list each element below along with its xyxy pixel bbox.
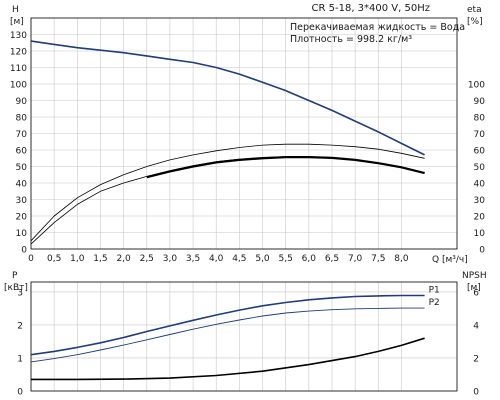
x-tick-label: 7,5 [371,254,385,264]
y-tick-label-p: 0 [17,388,23,398]
y-tick-label-eta: 10 [474,229,486,239]
left-axis-unit-h: [м] [10,17,24,27]
y-tick-label-p: 2 [17,321,23,331]
plot-frame [30,281,458,392]
efficiency-lower-curve [30,156,425,245]
y-tick-label-eta: 90 [474,97,486,107]
y-tick-label-h: 110 [10,64,27,74]
y-tick-label-p: 3 [17,288,23,298]
y-tick-label-h: 80 [16,114,28,124]
x-tick-label: 5,5 [279,254,293,264]
x-tick-label: 8,0 [394,254,409,264]
x-tick-label: 2,5 [140,254,154,264]
power-curve-p1 [30,294,425,356]
y-tick-label-eta: 80 [474,114,486,124]
x-tick-label: 1,0 [70,254,85,264]
y-tick-label-eta: 0 [479,246,485,256]
x-tick-label: 3,5 [186,254,200,264]
y-tick-label-eta: 40 [474,180,486,190]
y-tick-label-h: 90 [16,97,28,107]
power-curve-p2 [30,307,425,363]
x-tick-label: 6,5 [325,254,339,264]
chart-title: CR 5-18, 3*400 V, 50Hz [312,3,430,14]
right-axis-label-npsh: NPSH [462,271,487,281]
efficiency-duty-curve [146,156,425,179]
y-tick-label-npsh: 6 [473,288,479,298]
y-tick-label-eta: 100 [468,81,485,91]
left-axis-unit-p: [кВт] [4,283,28,293]
y-tick-label-h: 120 [10,48,27,58]
x-tick-label: 4,0 [209,254,224,264]
y-tick-label-h: 100 [10,81,27,91]
y-tick-label-eta: 30 [474,196,486,206]
npsh-curve [31,337,425,381]
annotation-liquid: Перекачиваемая жидкость = Вода [290,22,465,33]
y-tick-label-npsh: 4 [473,321,479,331]
y-tick-label-h: 40 [16,180,28,190]
y-tick-label-eta: 50 [474,163,486,173]
y-tick-label-h: 0 [21,246,27,256]
y-tick-label-h: 30 [16,196,28,206]
right-axis-unit-eta: [%] [467,17,483,27]
y-tick-label-h: 50 [16,163,28,173]
x-tick-label: 2,0 [116,254,131,264]
y-tick-label-h: 130 [10,31,27,41]
y-tick-label-p: 1 [17,354,23,364]
series-label-p1: P1 [429,286,440,296]
y-tick-label-h: 20 [16,213,28,223]
y-tick-label-h: 10 [16,229,28,239]
y-tick-label-eta: 20 [474,213,486,223]
left-axis-label-p: P [12,271,18,281]
x-axis-label: Q [м³/ч] [432,255,468,265]
annotation-density: Плотность = 998.2 кг/м³ [290,34,412,45]
y-tick-label-npsh: 2 [473,354,479,364]
x-tick-label: 4,5 [232,254,246,264]
y-tick-label-eta: 60 [474,147,486,157]
right-axis-unit-npsh: [м] [467,283,481,293]
x-tick-label: 0 [28,254,34,264]
y-tick-label-npsh: 0 [473,388,479,398]
series-label-p2: P2 [429,298,440,308]
y-tick-label-h: 70 [16,130,28,140]
x-tick-label: 1,5 [93,254,107,264]
x-tick-label: 7,0 [348,254,363,264]
power-npsh-plot: 0 1 2 3 0 2 4 6 P1 P2 [17,281,479,398]
y-tick-label-eta: 70 [474,130,486,140]
left-axis-label-h: H [12,5,19,15]
x-tick-label: 0,5 [47,254,61,264]
right-axis-label-eta: eta [467,5,482,15]
head-curve [30,40,425,156]
y-tick-label-h: 60 [16,147,28,157]
x-tick-label: 5,0 [255,254,270,264]
x-tick-label: 6,0 [302,254,317,264]
efficiency-upper-curve [30,143,425,242]
x-tick-label: 3,0 [163,254,178,264]
plot-frame [30,17,458,250]
